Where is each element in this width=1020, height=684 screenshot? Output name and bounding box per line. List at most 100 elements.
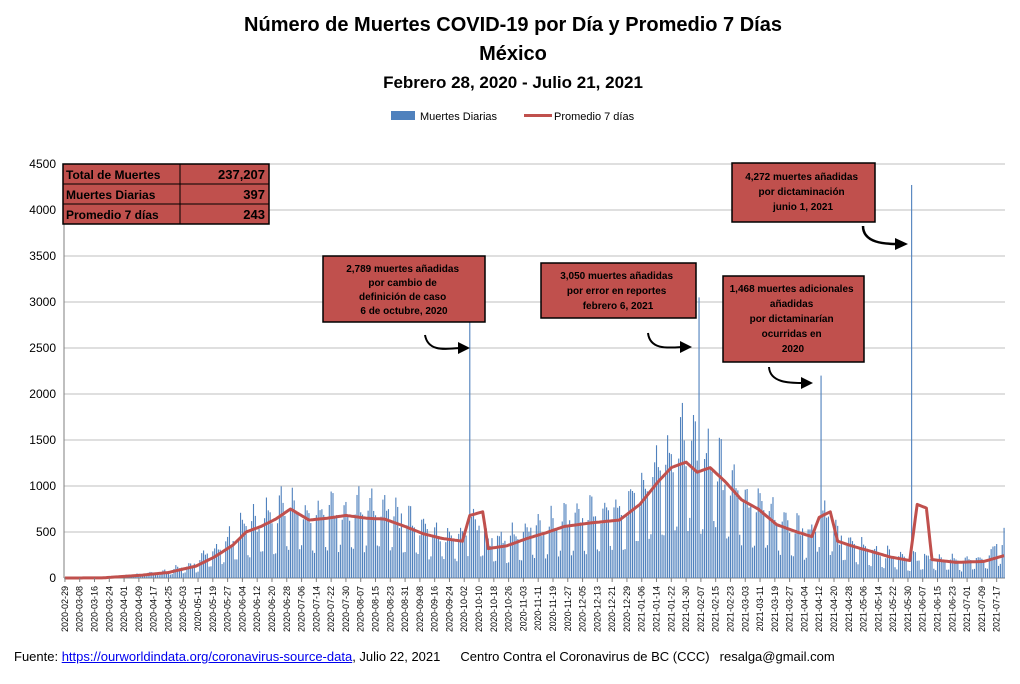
daily-deaths-bar <box>916 560 918 578</box>
daily-deaths-bar <box>692 414 695 578</box>
daily-deaths-bar <box>929 559 931 578</box>
source-link[interactable]: https://ourworldindata.org/coronavirus-s… <box>61 649 353 664</box>
daily-deaths-bar <box>387 509 390 578</box>
daily-deaths-bar <box>618 506 621 578</box>
daily-deaths-bar <box>931 557 933 578</box>
daily-deaths-bar <box>460 527 462 578</box>
daily-deaths-bar <box>809 529 811 578</box>
x-tick-label: 2020-09-08 <box>415 586 425 632</box>
daily-deaths-bar <box>879 556 881 578</box>
daily-deaths-bar <box>306 510 308 578</box>
daily-deaths-bar <box>330 491 332 578</box>
daily-deaths-bar <box>888 549 891 578</box>
daily-deaths-bar <box>772 497 774 578</box>
daily-deaths-bar <box>430 556 432 578</box>
daily-deaths-bar <box>667 435 669 578</box>
daily-deaths-bar <box>920 569 922 578</box>
daily-deaths-bar <box>384 495 386 578</box>
x-tick-label: 2020-02-29 <box>60 586 70 632</box>
daily-deaths-bar <box>508 562 510 578</box>
annotation-arrow <box>861 225 898 246</box>
annotation-line: 6 de octubre, 2020 <box>360 306 448 317</box>
daily-deaths-bar <box>864 546 866 578</box>
x-tick-label: 2020-04-25 <box>163 586 173 632</box>
daily-deaths-bar <box>724 484 726 578</box>
daily-deaths-bar <box>678 458 680 578</box>
daily-deaths-bar <box>844 559 846 578</box>
daily-deaths-bar <box>587 519 589 578</box>
daily-deaths-bar <box>221 564 223 578</box>
daily-deaths-bar <box>611 549 613 578</box>
daily-deaths-bar <box>502 542 504 578</box>
daily-deaths-bar <box>674 530 676 578</box>
daily-deaths-bar <box>803 559 805 578</box>
daily-deaths-bar <box>332 493 334 578</box>
annotation-arrowhead <box>801 377 813 389</box>
daily-deaths-bar <box>572 550 574 578</box>
daily-deaths-bar <box>807 529 809 578</box>
daily-deaths-bar <box>922 569 924 578</box>
daily-deaths-bar <box>652 477 654 578</box>
daily-deaths-bar <box>907 570 909 578</box>
daily-deaths-bar <box>615 499 617 578</box>
daily-deaths-bar <box>961 571 963 578</box>
daily-deaths-bar <box>410 506 412 578</box>
daily-deaths-bar <box>944 562 946 578</box>
daily-deaths-bar <box>236 559 238 578</box>
daily-deaths-bar <box>905 561 907 578</box>
daily-deaths-bar <box>445 542 447 578</box>
daily-deaths-bar <box>184 572 186 578</box>
daily-deaths-bar <box>374 515 377 578</box>
y-tick-label: 2500 <box>29 341 56 355</box>
daily-deaths-bar <box>275 553 277 578</box>
daily-deaths-bar <box>563 502 565 578</box>
x-tick-label: 2021-06-23 <box>947 586 957 632</box>
x-tick-label: 2020-11-27 <box>563 586 573 631</box>
daily-deaths-bar <box>423 518 425 578</box>
daily-deaths-bar <box>966 556 968 578</box>
daily-deaths-bar <box>877 553 879 578</box>
daily-deaths-bar <box>171 574 173 578</box>
annotation-box <box>322 255 486 323</box>
x-tick-label: 2020-07-22 <box>326 586 336 632</box>
daily-deaths-bar <box>496 535 499 578</box>
x-tick-label: 2020-03-16 <box>90 586 100 632</box>
daily-deaths-bar <box>822 510 824 578</box>
daily-deaths-bar <box>480 556 482 578</box>
daily-deaths-bar <box>654 462 656 578</box>
daily-deaths-bar <box>167 571 170 578</box>
daily-deaths-bar <box>949 559 952 578</box>
x-tick-label: 2020-12-29 <box>622 586 632 632</box>
daily-deaths-bar <box>883 568 885 578</box>
x-tick-label: 2020-04-17 <box>149 586 159 632</box>
daily-deaths-bar <box>676 526 678 578</box>
daily-deaths-bar <box>892 558 894 578</box>
daily-deaths-bar <box>885 558 887 578</box>
daily-deaths-bar <box>914 552 916 578</box>
daily-deaths-bar <box>818 547 820 578</box>
daily-deaths-bar <box>663 535 665 578</box>
daily-deaths-bar <box>863 544 865 578</box>
daily-deaths-bar <box>940 557 942 578</box>
stat-value-daily: 397 <box>243 187 265 202</box>
x-tick-label: 2021-04-28 <box>844 586 854 632</box>
daily-deaths-bar <box>881 567 883 578</box>
daily-deaths-bar <box>648 538 650 578</box>
x-tick-label: 2021-06-15 <box>933 586 943 632</box>
x-tick-label: 2021-02-23 <box>725 586 735 632</box>
daily-deaths-bar <box>424 523 426 578</box>
daily-deaths-bar <box>859 548 861 578</box>
daily-deaths-bar <box>284 515 286 578</box>
annotation-feb-2021: 3,050 muertes añadidas por error en repo… <box>540 262 697 353</box>
daily-deaths-bar <box>657 467 659 578</box>
annotation-arrow <box>768 366 804 384</box>
daily-deaths-bar <box>694 421 696 578</box>
seven-day-average-line <box>64 460 1005 580</box>
daily-deaths-bar <box>199 560 201 578</box>
daily-deaths-bar <box>811 524 813 578</box>
daily-deaths-bar <box>408 505 410 578</box>
daily-deaths-bar <box>912 551 915 578</box>
daily-deaths-bar <box>903 556 905 578</box>
x-tick-label: 2020-12-21 <box>607 586 617 632</box>
daily-deaths-bar <box>711 471 713 578</box>
